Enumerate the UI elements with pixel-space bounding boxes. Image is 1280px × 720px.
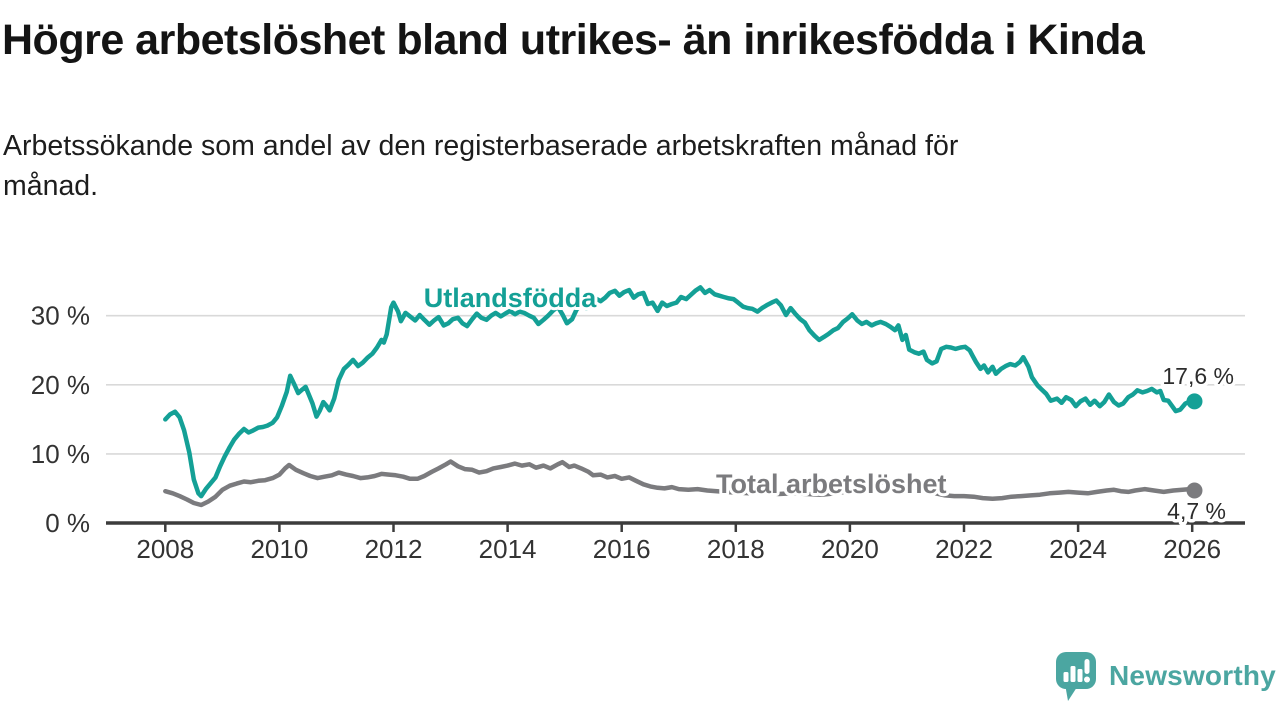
end-value-label-total-arbetsl-shet: 4,7 %	[1167, 498, 1226, 524]
x-axis-label: 2020	[821, 534, 879, 564]
y-axis-label: 10 %	[31, 439, 90, 469]
series-end-dot-total-arbetsl-shet	[1186, 482, 1203, 499]
x-axis-label: 2014	[479, 534, 537, 564]
chart-subtitle: Arbetssökande som andel av den registerb…	[3, 126, 958, 206]
x-axis-label: 2016	[593, 534, 651, 564]
x-axis-label: 2026	[1163, 534, 1221, 564]
chart-subtitle-line-2: månad.	[3, 170, 99, 202]
brand-footer: Newsworthy	[1054, 650, 1276, 702]
series-line-total-arbetsl-shet	[163, 459, 1197, 508]
x-axis-label: 2022	[935, 534, 993, 564]
chart-subtitle-line-1: Arbetssökande som andel av den registerb…	[3, 130, 959, 162]
series-line-utlandsf-dda	[163, 285, 1197, 499]
y-axis-label: 0 %	[45, 508, 90, 538]
end-value-label-utlandsf-dda: 17,6 %	[1162, 363, 1234, 389]
y-axis-label: 30 %	[31, 301, 90, 331]
x-axis-label: 2024	[1049, 534, 1107, 564]
speech-bubble-bar-chart-icon	[1056, 652, 1096, 701]
series-end-dot-utlandsf-dda	[1186, 393, 1203, 410]
series-label-utlandsf-dda: Utlandsfödda	[424, 283, 597, 313]
page-title: Högre arbetslöshet bland utrikes- än inr…	[2, 16, 1145, 64]
x-axis-label: 2008	[136, 534, 194, 564]
x-axis-label: 2012	[365, 534, 423, 564]
x-axis-label: 2010	[250, 534, 308, 564]
series-label-total-arbetsl-shet: Total arbetslöshet	[716, 469, 947, 499]
x-axis-label: 2018	[707, 534, 765, 564]
y-axis-label: 20 %	[31, 370, 90, 400]
brand-name: Newsworthy	[1109, 660, 1276, 691]
